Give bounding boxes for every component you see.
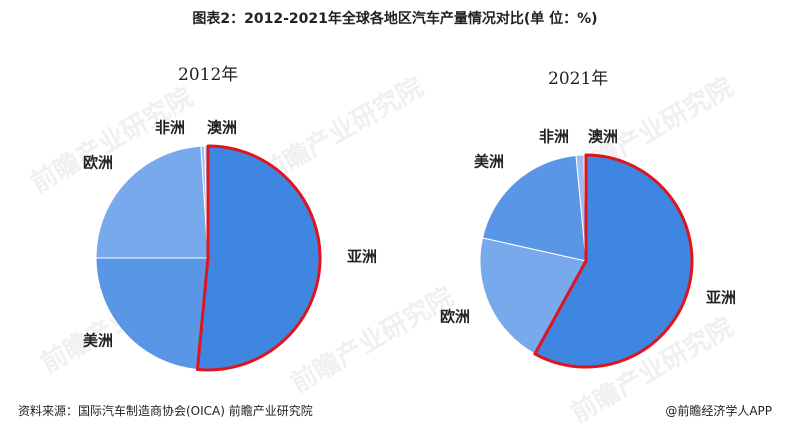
highlight-outline [195,144,322,372]
slice-label-america: 美洲 [474,153,504,171]
chart-title: 图表2：2012-2021年全球各地区汽车产量情况对比(单 位：%) [192,11,598,27]
slice-label-europe: 欧洲 [440,308,470,326]
highlight-outline [533,153,694,369]
pie-title-2021: 2021年 [548,69,609,89]
credit-note: @前瞻经济学人APP [665,404,772,418]
pie-title-2012: 2012年 [178,65,239,85]
pie-slice-asia [196,145,321,371]
pie-slice-europe [95,145,209,259]
slice-label-africa: 非洲 [155,119,185,137]
slice-label-oceania: 澳洲 [207,119,237,137]
slice-label-asia: 亚洲 [706,289,736,307]
slice-label-oceania: 澳洲 [588,128,618,146]
pie-slice-america [481,154,587,262]
slice-label-asia: 亚洲 [347,248,377,266]
source-note: 资料来源：国际汽车制造商协会(OICA) 前瞻产业研究院 [18,404,313,418]
slice-label-america: 美洲 [83,332,113,350]
pie-slice-america [95,257,209,371]
slice-label-europe: 欧洲 [83,154,113,172]
slice-label-africa: 非洲 [539,128,569,146]
pie-slice-europe [479,237,587,355]
